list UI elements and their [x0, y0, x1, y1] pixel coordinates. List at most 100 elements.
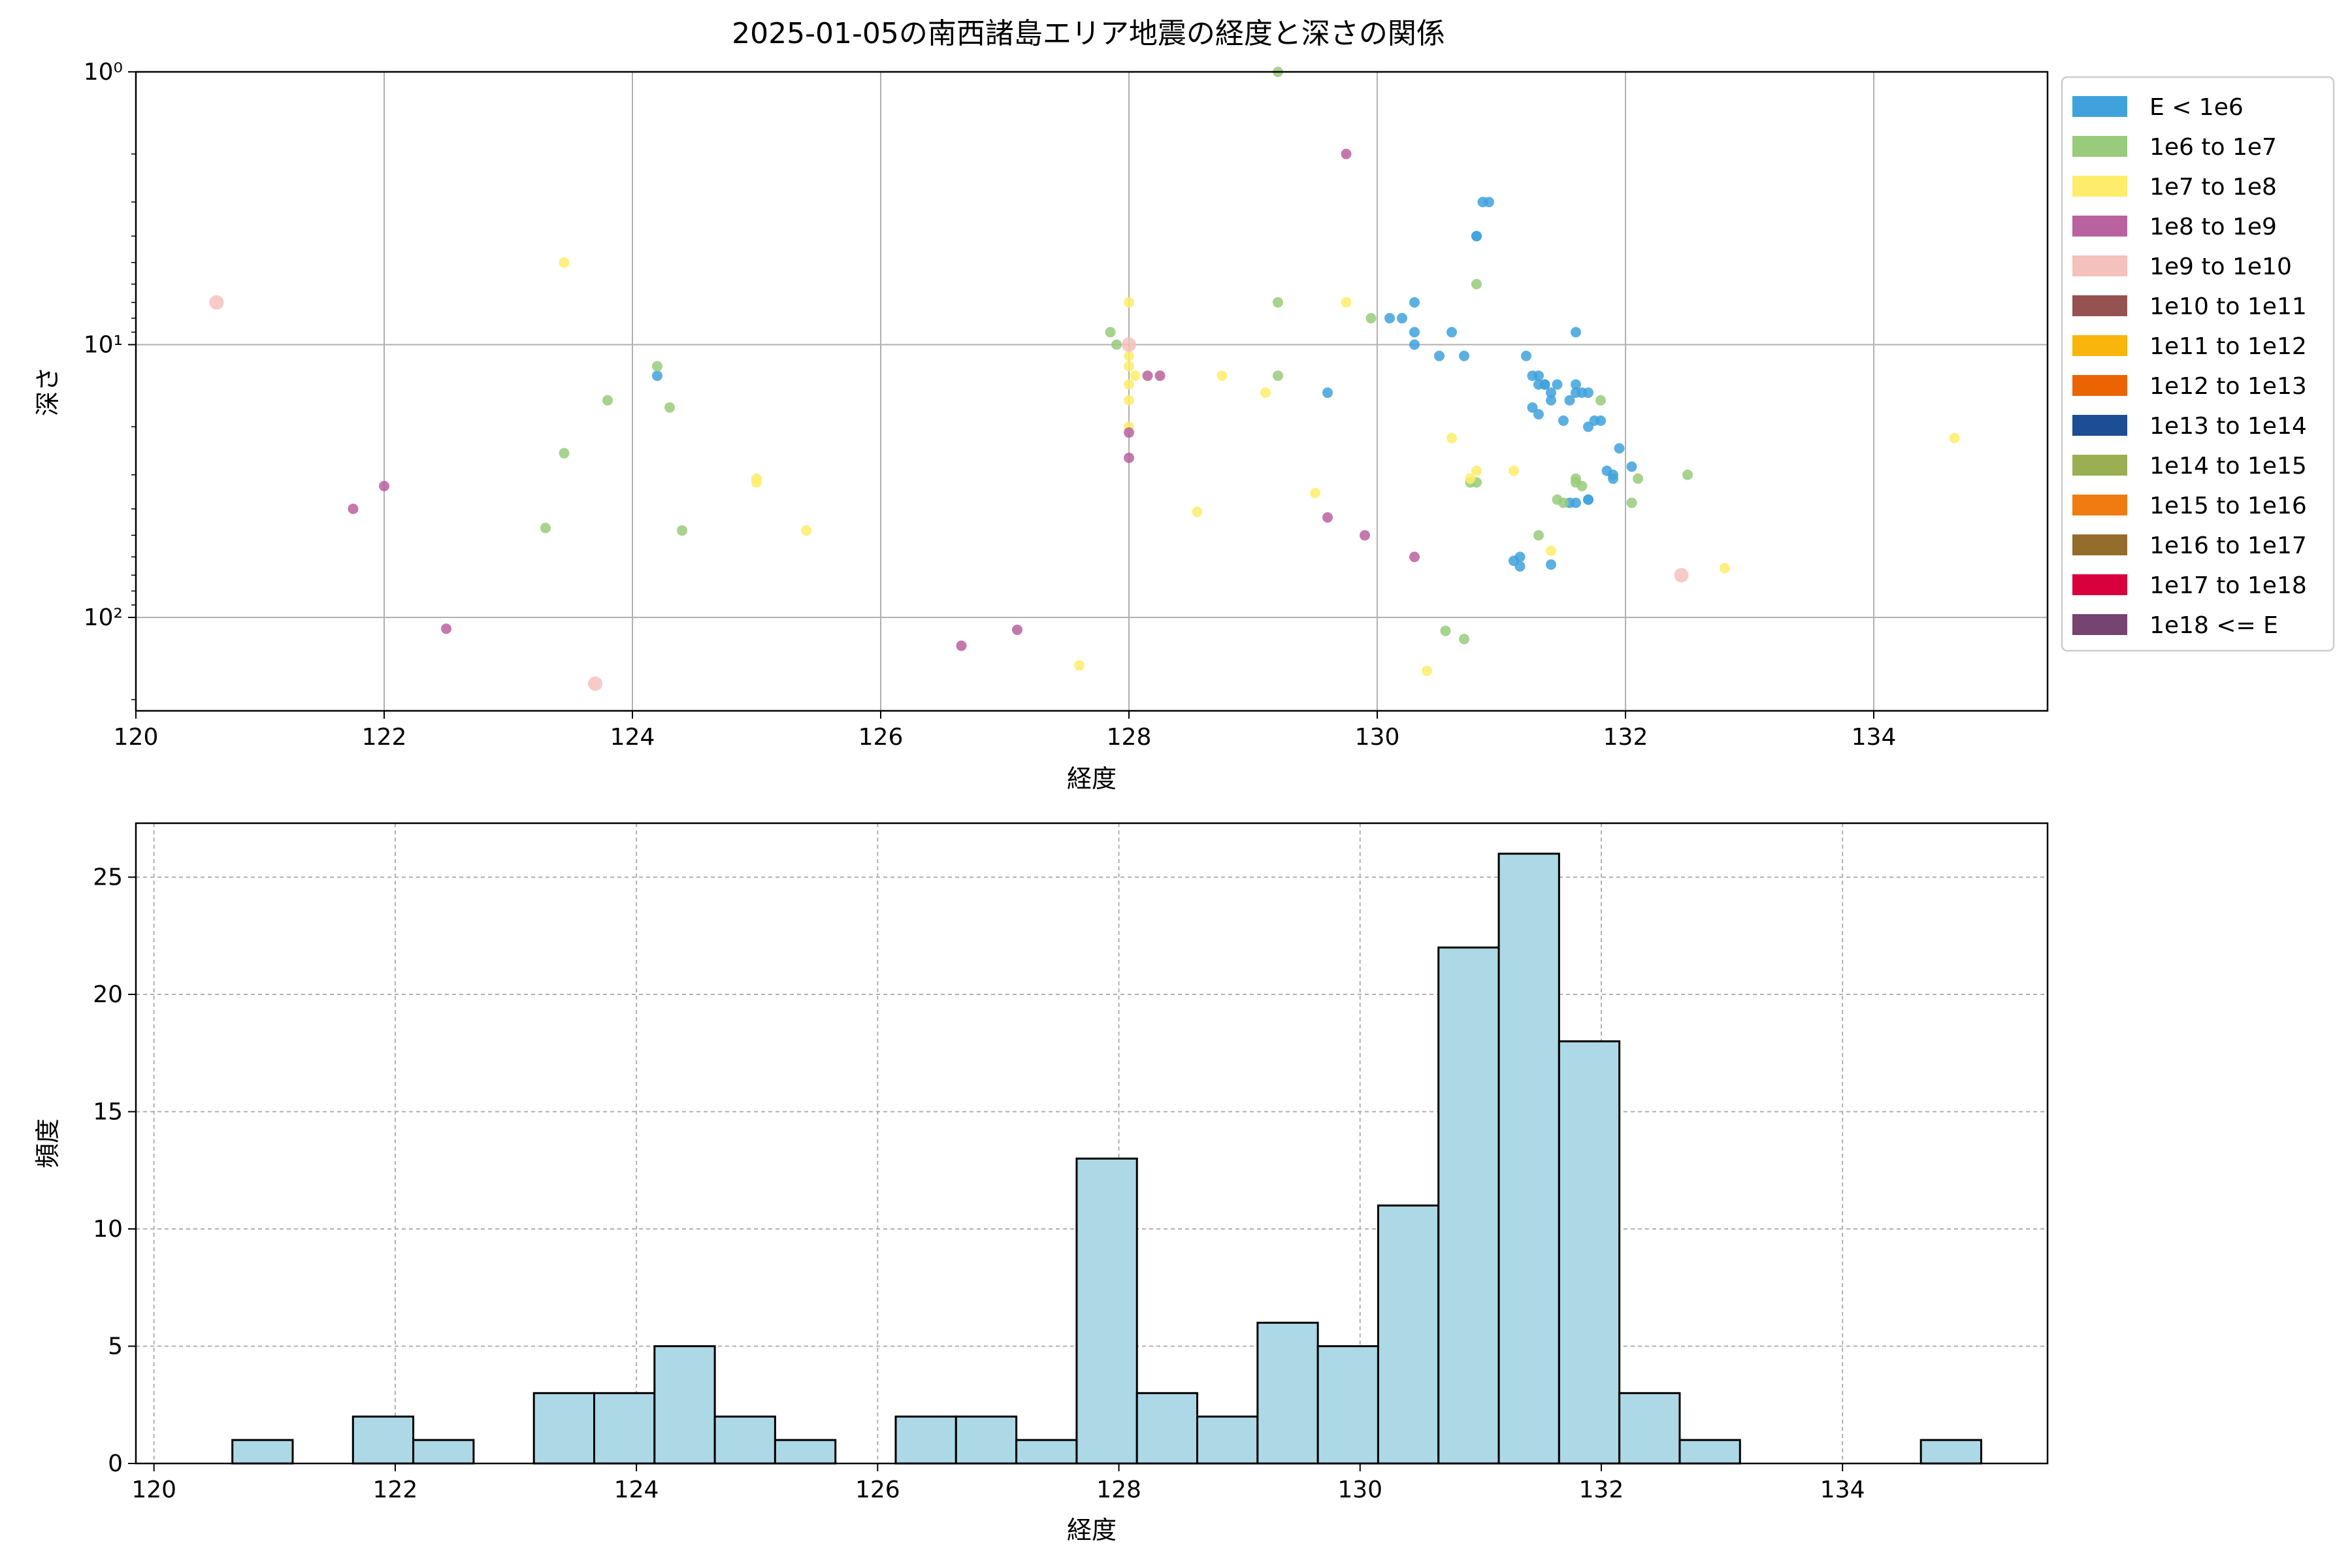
scatter-point — [1633, 473, 1643, 484]
scatter-x-tick-label: 126 — [858, 724, 904, 751]
legend-swatch — [2072, 136, 2127, 157]
scatter-point — [1459, 634, 1469, 645]
scatter-x-tick-label: 122 — [362, 724, 407, 751]
scatter-points — [209, 67, 1960, 691]
scatter-x-tick-label: 128 — [1107, 724, 1152, 751]
histogram-bar — [774, 1439, 837, 1465]
scatter-point — [1533, 409, 1544, 420]
legend-label: 1e12 to 1e13 — [2149, 373, 2307, 400]
scatter-x-tick-label: 130 — [1355, 724, 1400, 751]
scatter-point — [801, 525, 811, 536]
scatter-point — [348, 503, 359, 514]
scatter-point — [1124, 297, 1134, 308]
scatter-point — [1154, 370, 1166, 382]
scatter-point — [1322, 387, 1333, 399]
legend-swatch — [2072, 96, 2127, 117]
legend-label: 1e11 to 1e12 — [2149, 333, 2307, 360]
histogram-y-tick-label: 5 — [108, 1333, 123, 1360]
scatter-point — [1601, 465, 1612, 476]
scatter-point — [1409, 339, 1420, 350]
scatter-point — [1273, 297, 1283, 308]
legend-swatch — [2072, 255, 2127, 276]
histogram-bar — [955, 1415, 1018, 1465]
scatter-point — [1614, 443, 1625, 454]
scatter-point — [1571, 327, 1581, 338]
histogram-frame — [135, 822, 2049, 1465]
histogram-bar — [1316, 1345, 1379, 1465]
histogram-y-tick-label: 10 — [93, 1216, 123, 1243]
scatter-point — [1142, 370, 1153, 382]
scatter-point — [441, 623, 451, 634]
scatter-point — [1360, 530, 1370, 541]
legend-label: 1e7 to 1e8 — [2149, 174, 2277, 201]
scatter-point — [1124, 350, 1134, 361]
scatter-point — [1595, 415, 1606, 426]
legend-swatch — [2072, 455, 2127, 476]
histogram-y-axis-label: 頻度 — [33, 1119, 62, 1168]
scatter-point — [1626, 497, 1637, 508]
legend-label: 1e14 to 1e15 — [2149, 453, 2307, 480]
scatter-point — [1571, 497, 1581, 508]
scatter-point — [1124, 379, 1134, 390]
scatter-point — [1471, 465, 1482, 476]
scatter-point — [1012, 624, 1022, 635]
scatter-point — [559, 448, 570, 459]
scatter-point — [1552, 379, 1563, 390]
histogram-x-tick-label: 130 — [1337, 1477, 1382, 1503]
legend-label: 1e17 to 1e18 — [2149, 572, 2307, 599]
legend-label: 1e8 to 1e9 — [2149, 214, 2277, 240]
scatter-point — [1124, 361, 1134, 372]
legend-label: 1e9 to 1e10 — [2149, 253, 2292, 280]
scatter-point — [379, 481, 389, 492]
scatter-point — [1341, 297, 1352, 308]
scatter-y-minor-ticks — [131, 153, 136, 700]
scatter-point — [1124, 395, 1134, 406]
scatter-point — [588, 676, 602, 691]
scatter-point — [1459, 350, 1469, 361]
scatter-point — [1527, 402, 1538, 413]
scatter-x-tick-label: 120 — [114, 724, 159, 751]
scatter-point — [1514, 561, 1526, 572]
scatter-point — [1440, 625, 1451, 636]
scatter-point — [602, 395, 613, 406]
scatter-point — [1365, 313, 1377, 324]
scatter-x-tick-label: 134 — [1852, 724, 1897, 751]
scatter-point — [1608, 473, 1618, 484]
scatter-point — [1674, 568, 1689, 583]
legend-label: 1e13 to 1e14 — [2149, 413, 2307, 440]
scatter-y-axis-label: 深さ — [33, 367, 62, 416]
scatter-point — [1192, 506, 1203, 517]
scatter-point — [1576, 481, 1588, 492]
histogram-x-ticks: 120 122 124 126 128 130 132 134 — [131, 1463, 1865, 1503]
histogram-bar — [351, 1415, 415, 1465]
scatter-y-tick-label: 10¹ — [84, 332, 123, 359]
legend-box — [2061, 76, 2335, 652]
legend-swatch — [2072, 375, 2127, 396]
legend: E < 1e6 1e6 to 1e7 1e7 to 1e8 1e8 to 1e9 1e9… — [2061, 76, 2335, 652]
legend-swatch — [2072, 176, 2127, 197]
scatter-y-tick-label: 10⁰ — [84, 59, 123, 86]
histogram-chart: 120 122 124 126 128 130 132 134 0 5 10 15 20 25 経度 頻… — [33, 822, 2049, 1544]
scatter-point — [209, 295, 224, 310]
scatter-point — [1521, 350, 1531, 361]
scatter-point — [1533, 530, 1544, 541]
scatter-title: 2025-01-05の南西諸島エリア地震の経度と深さの関係 — [732, 17, 1445, 50]
scatter-point — [1514, 551, 1526, 563]
legend-label: 1e15 to 1e16 — [2149, 493, 2307, 519]
histogram-bar — [653, 1345, 716, 1465]
histogram-bar — [894, 1415, 957, 1465]
scatter-y-ticks: 10⁰ 10¹ 10² — [84, 59, 136, 631]
scatter-point — [1446, 433, 1457, 444]
scatter-point — [1626, 461, 1637, 472]
histogram-bar — [713, 1415, 776, 1465]
scatter-x-tick-label: 124 — [610, 724, 655, 751]
scatter-y-tick-label: 10² — [84, 604, 123, 631]
histogram-bar — [1678, 1439, 1741, 1465]
scatter-point — [1471, 231, 1482, 242]
legend-swatch — [2072, 335, 2127, 356]
scatter-point — [956, 640, 967, 651]
legend-swatch — [2072, 295, 2127, 316]
histogram-bar — [1196, 1415, 1259, 1465]
histogram-bar — [1135, 1392, 1199, 1465]
